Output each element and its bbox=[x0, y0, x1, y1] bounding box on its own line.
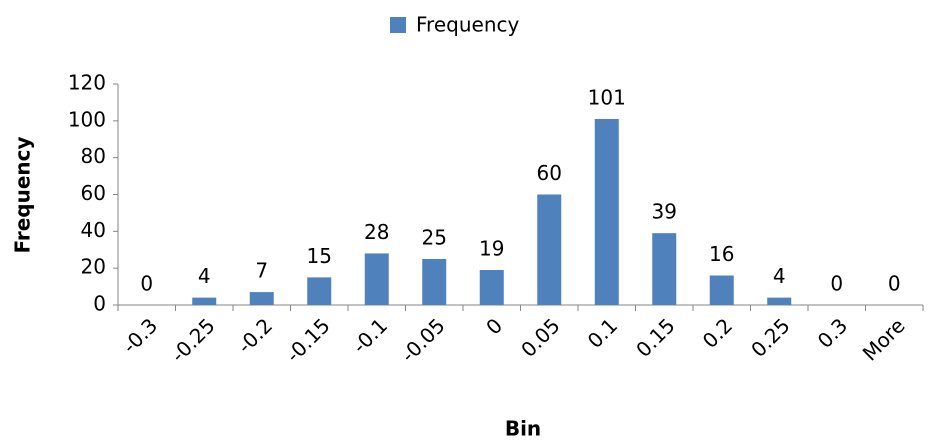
y-tick-label: 80 bbox=[81, 144, 106, 168]
bar bbox=[537, 194, 562, 305]
x-tick-label: -0.2 bbox=[233, 313, 278, 358]
data-label: 0 bbox=[830, 272, 843, 296]
x-tick-label: 0 bbox=[481, 313, 507, 339]
bar bbox=[192, 297, 217, 305]
data-label: 4 bbox=[198, 264, 211, 288]
data-label: 16 bbox=[709, 242, 734, 266]
x-tick-label: 0.1 bbox=[583, 313, 622, 352]
x-tick-label: -0.05 bbox=[396, 313, 450, 367]
x-tick-label: More bbox=[858, 313, 910, 365]
data-label: 7 bbox=[255, 259, 268, 283]
y-tick-label: 40 bbox=[81, 218, 106, 242]
x-tick-label: -0.1 bbox=[348, 313, 393, 358]
data-label: 0 bbox=[140, 272, 153, 296]
bar bbox=[249, 292, 274, 305]
legend-label: Frequency bbox=[416, 13, 519, 37]
data-label: 28 bbox=[364, 220, 389, 244]
bar bbox=[767, 297, 792, 305]
legend-swatch bbox=[390, 17, 406, 33]
data-label: 4 bbox=[773, 264, 786, 288]
bar bbox=[307, 277, 332, 305]
data-label: 101 bbox=[588, 85, 626, 109]
y-tick-label: 60 bbox=[81, 181, 106, 205]
y-tick-label: 100 bbox=[68, 107, 106, 131]
x-axis-title: Bin bbox=[505, 417, 541, 441]
data-label: 19 bbox=[479, 237, 504, 261]
data-label: 0 bbox=[888, 272, 901, 296]
y-tick-label: 0 bbox=[93, 292, 106, 316]
x-tick-label: 0.15 bbox=[631, 313, 679, 361]
data-label: 15 bbox=[307, 244, 332, 268]
bar bbox=[594, 118, 619, 305]
bar bbox=[364, 253, 389, 305]
x-tick-label: -0.15 bbox=[281, 313, 335, 367]
data-label: 60 bbox=[537, 161, 562, 185]
x-tick-label: 0.05 bbox=[516, 313, 564, 361]
y-axis-title: Frequency bbox=[11, 136, 35, 253]
data-label: 39 bbox=[652, 200, 677, 224]
bar bbox=[652, 233, 677, 305]
x-tick-label: 0.25 bbox=[746, 313, 794, 361]
bar bbox=[709, 275, 734, 305]
x-tick-label: -0.25 bbox=[166, 313, 220, 367]
y-tick-label: 20 bbox=[81, 255, 106, 279]
y-tick-label: 120 bbox=[68, 71, 106, 95]
bar bbox=[422, 258, 447, 305]
data-label: 25 bbox=[422, 225, 447, 249]
bar bbox=[479, 270, 504, 305]
x-tick-label: 0.2 bbox=[698, 313, 737, 352]
x-tick-label: 0.3 bbox=[813, 313, 852, 352]
x-tick-label: -0.3 bbox=[118, 313, 163, 358]
